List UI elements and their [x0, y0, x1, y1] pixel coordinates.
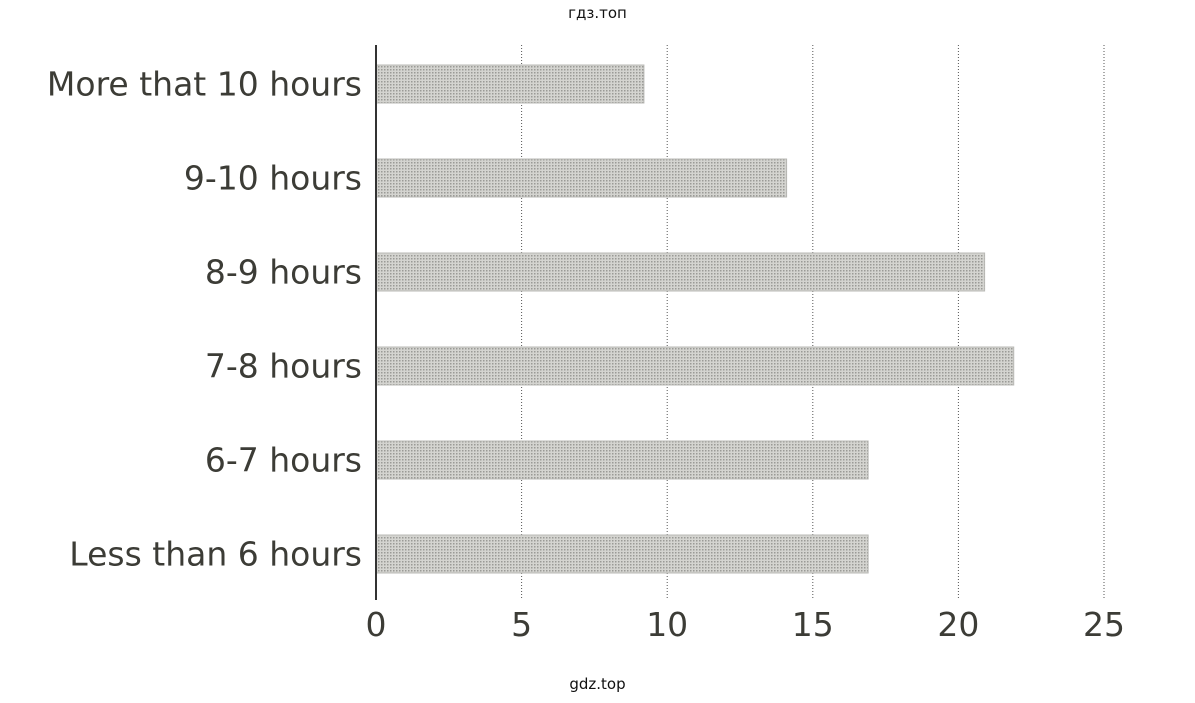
x-tick-label-20: 20: [937, 605, 979, 644]
watermark-bottom: gdz.top: [569, 675, 626, 693]
category-label-0: More that 10 hours: [47, 65, 362, 104]
bar-0: [375, 64, 645, 104]
category-label-4: 6-7 hours: [205, 441, 362, 480]
x-tick-label-15: 15: [792, 605, 834, 644]
category-label-2: 8-9 hours: [205, 253, 362, 292]
bar-1: [375, 158, 788, 198]
bar-4: [375, 440, 869, 480]
bar-2: [375, 252, 986, 292]
category-label-5: Less than 6 hours: [69, 535, 362, 574]
x-tick-label-25: 25: [1083, 605, 1125, 644]
category-label-3: 7-8 hours: [205, 347, 362, 386]
x-tick-label-10: 10: [646, 605, 688, 644]
gridlines: [521, 45, 1105, 600]
bar-3: [375, 346, 1015, 386]
x-tick-label-5: 5: [511, 605, 532, 644]
watermark-top: гдз.топ: [568, 4, 627, 22]
bar-5: [375, 534, 869, 574]
category-labels: More that 10 hours 9-10 hours 8-9 hours 7-8…: [47, 65, 362, 574]
x-tick-label-0: 0: [366, 605, 387, 644]
x-tick-labels: 0 5 10 15 20 25: [366, 605, 1126, 644]
bars: [375, 64, 1015, 574]
category-label-1: 9-10 hours: [184, 159, 362, 198]
